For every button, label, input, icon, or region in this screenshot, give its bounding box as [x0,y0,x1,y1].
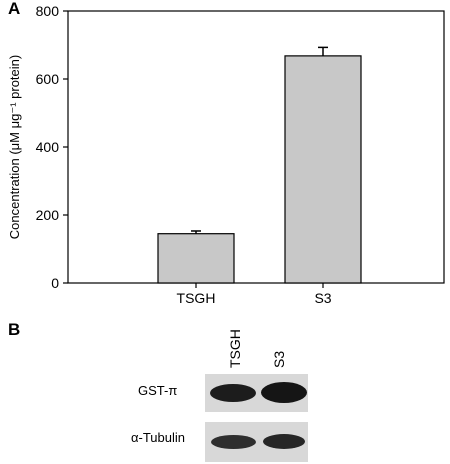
blot-row-label-tubulin: α-Tubulin [131,430,185,445]
plot-frame [67,10,445,284]
blot-lane-label-tsgh: TSGH [227,329,243,368]
y-tick-label-2: 400 [36,139,60,155]
y-tick-label-0: 0 [51,275,59,291]
y-tick-label-4: 800 [36,3,60,19]
blot-lane-label-s3: S3 [271,350,287,368]
blot-row-label-gst-pi: GST-π [138,383,178,398]
band-gst-pi-tsgh [210,384,256,402]
blot-strip-tubulin [205,422,308,462]
band-tubulin-tsgh [211,435,256,449]
panel-b-label: B [8,320,21,339]
y-axis-label: Concentration (μM μg⁻¹ protein) [7,55,22,239]
bar-s3 [284,55,362,284]
blot-strip-gst-pi [205,374,308,412]
x-tick-label-tsgh: TSGH [177,290,216,306]
y-tick-label-1: 200 [36,207,60,223]
panel-a-label: A [8,0,21,18]
bar-chart: Concentration (μM μg⁻¹ protein) 0 200 400 6… [7,3,445,306]
band-gst-pi-s3 [261,382,307,403]
bar-tsgh [157,233,235,284]
band-tubulin-s3 [263,434,305,449]
x-tick-label-s3: S3 [314,290,331,306]
y-tick-label-3: 600 [36,71,60,87]
